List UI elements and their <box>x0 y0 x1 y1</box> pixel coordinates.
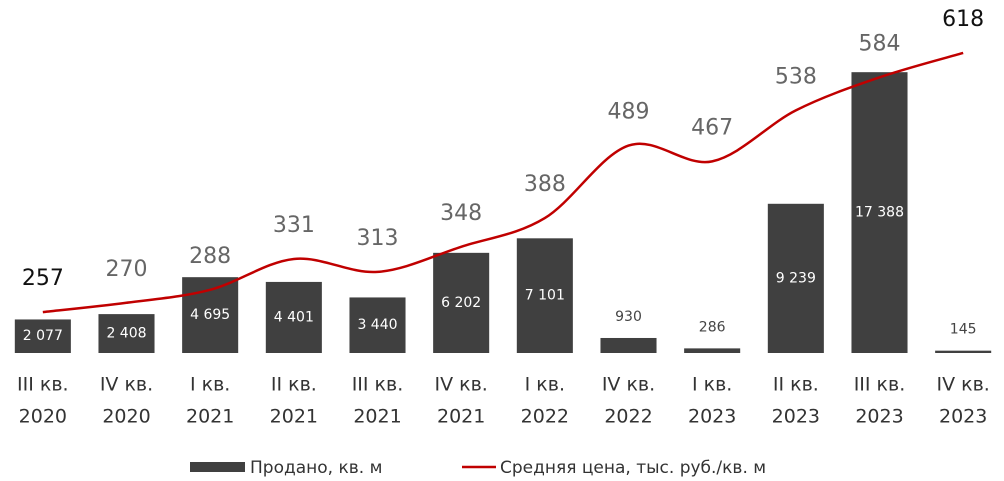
x-tick-label: 2022 <box>604 406 652 428</box>
line-value-label: 388 <box>524 172 566 197</box>
x-tick-label: I кв. <box>525 374 565 396</box>
bar <box>98 314 155 353</box>
line-value-label: 489 <box>608 100 650 125</box>
bar <box>516 238 573 353</box>
legend-label: Продано, кв. м <box>250 458 382 478</box>
x-tick-label: 2021 <box>353 406 401 428</box>
bar-value-label: 7 101 <box>525 288 565 304</box>
x-tick-label: 2023 <box>939 406 987 428</box>
x-tick-label: I кв. <box>190 374 230 396</box>
bar <box>600 337 657 353</box>
line-value-label: 467 <box>691 115 733 140</box>
x-tick-label: 2020 <box>19 406 67 428</box>
x-tick-label: IV кв. <box>936 374 989 396</box>
x-tick-label: IV кв. <box>434 374 487 396</box>
legend-label: Средняя цена, тыс. руб./кв. м <box>500 458 766 478</box>
price-line <box>42 51 964 314</box>
x-tick-label: II кв. <box>773 374 819 396</box>
bar-value-label: 3 440 <box>357 317 397 333</box>
bar-value-label: 17 388 <box>855 205 904 221</box>
line-value-label: 538 <box>775 64 817 89</box>
bar-value-label: 6 202 <box>441 295 481 311</box>
bar <box>851 72 908 353</box>
x-tick-label: III кв. <box>854 374 906 396</box>
bar-value-label: 930 <box>615 309 642 325</box>
x-tick-label: III кв. <box>352 374 404 396</box>
line-value-label: 331 <box>273 213 315 238</box>
bar <box>684 348 741 353</box>
bar-value-label: 9 239 <box>776 270 816 286</box>
x-tick-label: I кв. <box>692 374 732 396</box>
x-tick-label: IV кв. <box>100 374 153 396</box>
bar-value-label: 286 <box>699 319 726 335</box>
line-value-label: 257 <box>22 266 64 291</box>
bar <box>433 252 490 353</box>
x-tick-label: 2023 <box>688 406 736 428</box>
bar <box>349 297 406 353</box>
x-tick-label: III кв. <box>17 374 69 396</box>
bar <box>935 350 992 353</box>
bar-value-label: 4 401 <box>274 309 314 325</box>
bar-value-label: 2 077 <box>23 328 63 344</box>
x-tick-label: 2023 <box>855 406 903 428</box>
line-value-label: 618 <box>942 7 984 32</box>
legend-swatch <box>190 462 245 472</box>
x-tick-label: IV кв. <box>602 374 655 396</box>
x-tick-label: 2021 <box>270 406 318 428</box>
x-tick-label: 2020 <box>102 406 150 428</box>
bar-value-label: 145 <box>950 322 977 338</box>
line-value-label: 270 <box>106 257 148 282</box>
line-value-label: 348 <box>440 201 482 226</box>
bar-value-label: 2 408 <box>106 326 146 342</box>
line-value-label: 584 <box>859 31 901 56</box>
bar-value-label: 4 695 <box>190 307 230 323</box>
line-value-label: 288 <box>189 244 231 269</box>
bar <box>265 281 322 353</box>
x-tick-label: 2022 <box>521 406 569 428</box>
bar <box>14 319 71 353</box>
x-tick-label: 2023 <box>772 406 820 428</box>
x-tick-label: 2021 <box>437 406 485 428</box>
x-tick-label: II кв. <box>271 374 317 396</box>
x-tick-label: 2021 <box>186 406 234 428</box>
bar <box>767 203 824 353</box>
line-value-label: 313 <box>357 226 399 251</box>
